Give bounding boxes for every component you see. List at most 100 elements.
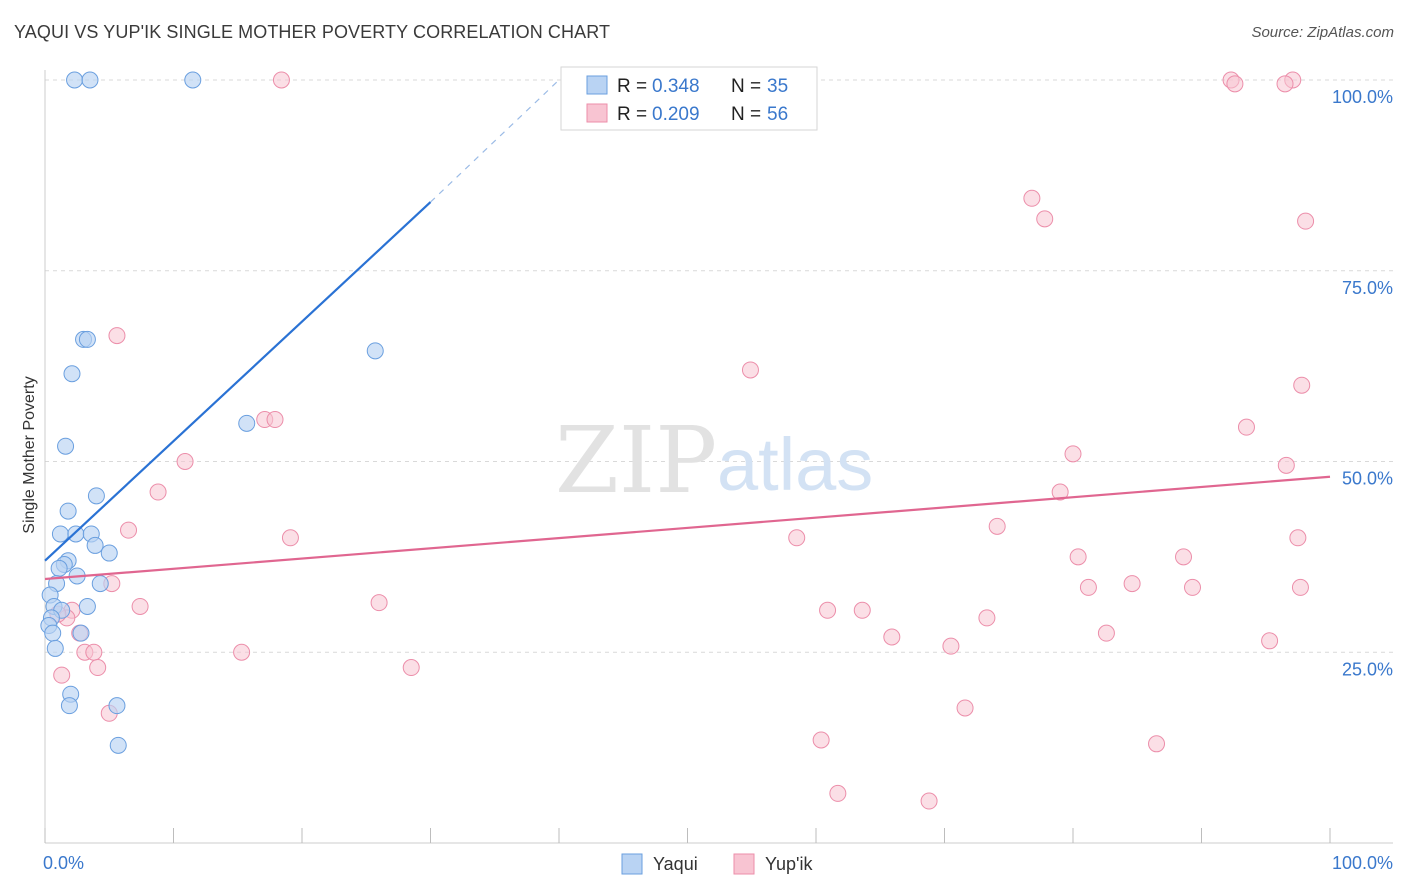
x-tick-label-min: 0.0% (43, 853, 84, 873)
y-tick-label: 50.0% (1342, 469, 1393, 489)
stats-yupik-r-label: R = (617, 104, 647, 125)
yupik-point (370, 594, 388, 612)
yupik-point (1261, 632, 1279, 650)
yaqui-point (108, 697, 126, 715)
legend-yaqui-label: Yaqui (653, 854, 698, 874)
yupik-point (988, 517, 1006, 535)
yaqui-point (91, 575, 109, 593)
yupik-point (812, 731, 830, 749)
gridlines (45, 79, 1395, 653)
stats-yaqui-r-value: 0.348 (652, 76, 700, 97)
yupik-point (402, 659, 420, 677)
yaqui-point (51, 525, 69, 543)
yupik-point (1226, 75, 1244, 93)
yaqui-point (57, 437, 75, 455)
source-label: Source: ZipAtlas.com (1251, 24, 1394, 41)
yupik-point (89, 659, 107, 677)
yupik-point (1097, 624, 1115, 642)
yupik-point (1276, 75, 1294, 93)
yaqui-point (78, 330, 96, 348)
bottom-legend: Yaqui Yup'ik (621, 853, 813, 875)
stats-yaqui-n-value: 35 (767, 76, 788, 97)
yaqui-point (78, 597, 96, 615)
yaqui-point (59, 502, 77, 520)
yaqui-point (184, 71, 202, 89)
stats-legend: R = 0.348 N = 35 R = 0.209 N = 56 (560, 66, 818, 131)
stats-yupik-swatch (586, 103, 608, 123)
yaqui-point (81, 71, 99, 89)
yaqui-point (44, 624, 62, 642)
yupik-point (1293, 376, 1311, 394)
watermark-zip: ZIP (555, 407, 717, 514)
yupik-point (53, 666, 71, 684)
stats-yaqui-n-label: N = (731, 76, 761, 97)
stats-yaqui-swatch (586, 75, 608, 95)
yupik-point (978, 609, 996, 627)
yaqui-point (66, 71, 84, 89)
yupik-point (1277, 456, 1295, 474)
yaqui-trendline (44, 201, 432, 562)
yaqui-point (50, 559, 68, 577)
yaqui-point (109, 736, 127, 754)
yupik-point (266, 411, 284, 429)
yupik-point (956, 699, 974, 717)
yupik-point (120, 521, 138, 539)
yupik-point (883, 628, 901, 646)
trendlines (44, 79, 1331, 581)
yupik-point (176, 453, 194, 470)
x-tick-label-max: 100.0% (1332, 853, 1393, 873)
yupik-point (942, 637, 960, 655)
stats-yupik-n-label: N = (731, 104, 761, 125)
y-tick-label: 75.0% (1342, 278, 1393, 298)
yupik-point (233, 643, 251, 661)
watermark-atlas: atlas (717, 423, 873, 506)
yupik-point (1023, 189, 1041, 207)
yaqui-point (67, 525, 85, 543)
yaqui-points (40, 71, 384, 754)
legend-yaqui-swatch (621, 853, 643, 875)
yupik-point (1148, 735, 1166, 753)
yupik-point (85, 643, 103, 661)
yaqui-point (63, 365, 81, 383)
yupik-point (281, 529, 299, 547)
axes (44, 70, 1393, 844)
yupik-point (1069, 548, 1087, 566)
yupik-point (788, 529, 806, 547)
yupik-trendline (44, 475, 1331, 581)
stats-yaqui-r-label: R = (617, 76, 647, 97)
yupik-point (108, 327, 126, 345)
yupik-point (1297, 212, 1315, 230)
yupik-point (1289, 529, 1307, 547)
yupik-point (829, 784, 847, 802)
yupik-point (149, 483, 167, 501)
yupik-point (1123, 575, 1141, 593)
yupik-point (819, 601, 837, 619)
legend-yupik-swatch (733, 853, 755, 875)
yaqui-point (60, 697, 78, 715)
yaqui-point (86, 536, 104, 554)
yaqui-point (100, 544, 118, 562)
y-axis-label: Single Mother Poverty (21, 376, 38, 533)
yupik-point (1064, 445, 1082, 463)
yupik-point (1036, 210, 1054, 228)
stats-yupik-r-value: 0.209 (652, 104, 700, 125)
yupik-point (1291, 578, 1309, 596)
legend-yupik-label: Yup'ik (765, 854, 813, 874)
yupik-point (920, 792, 938, 810)
yupik-point (272, 71, 290, 89)
chart-title: YAQUI VS YUP'IK SINGLE MOTHER POVERTY CO… (14, 22, 611, 42)
y-tick-label: 100.0% (1332, 87, 1393, 107)
tick-labels: 25.0% 50.0% 75.0% 100.0% 0.0% 100.0% (43, 87, 1393, 873)
yaqui-point (87, 487, 105, 505)
yupik-point (1237, 418, 1255, 436)
y-tick-label: 25.0% (1342, 659, 1393, 679)
yupik-point (131, 597, 149, 615)
yaqui-trendline-extension (430, 79, 560, 203)
yupik-point (1184, 578, 1202, 596)
yupik-point (1175, 548, 1193, 566)
yaqui-point (72, 624, 90, 642)
yupik-point (741, 361, 759, 379)
stats-yupik-n-value: 56 (767, 104, 788, 125)
yupik-point (853, 601, 871, 619)
